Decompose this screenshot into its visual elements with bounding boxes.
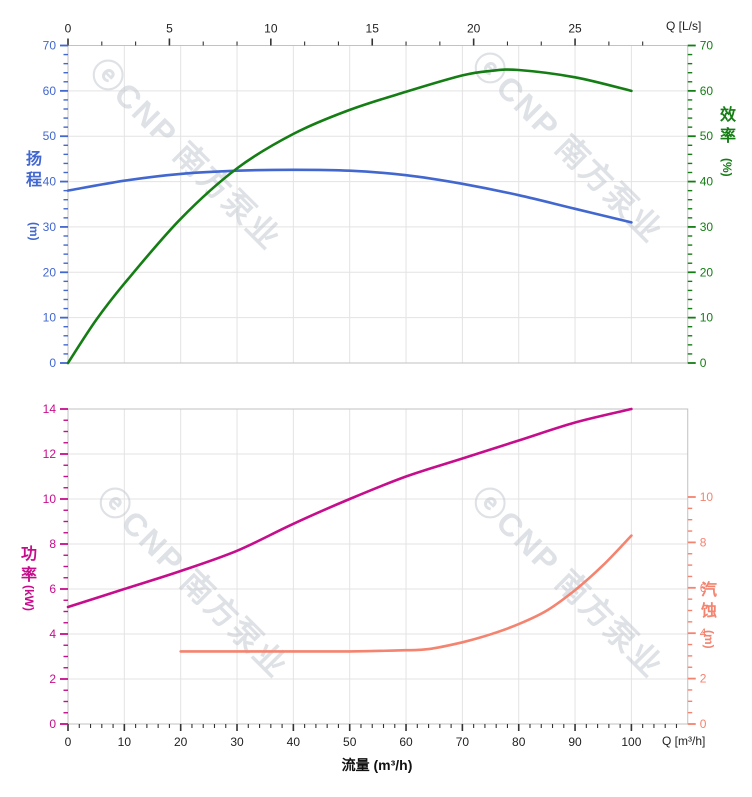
svg-text:0: 0 — [65, 735, 72, 749]
head-axis-title: 扬程 — [25, 151, 42, 189]
svg-text:20: 20 — [43, 265, 57, 279]
svg-text:14: 14 — [43, 402, 57, 416]
svg-text:10: 10 — [118, 735, 132, 749]
svg-text:6: 6 — [49, 582, 56, 596]
svg-text:70: 70 — [700, 39, 714, 53]
svg-text:20: 20 — [174, 735, 188, 749]
svg-text:70: 70 — [43, 39, 57, 53]
head-curve — [66, 168, 633, 224]
svg-text:4: 4 — [49, 627, 56, 641]
svg-text:80: 80 — [512, 735, 526, 749]
svg-text:30: 30 — [700, 220, 714, 234]
svg-text:8: 8 — [700, 535, 707, 549]
svg-text:20: 20 — [700, 265, 714, 279]
svg-text:10: 10 — [264, 22, 278, 36]
svg-text:90: 90 — [568, 735, 582, 749]
svg-text:0: 0 — [65, 22, 72, 36]
svg-text:10: 10 — [700, 490, 714, 504]
watermark: ⓔCNP 南方泵业 — [90, 480, 295, 685]
efficiency-axis-title: 效率 — [719, 107, 736, 145]
svg-text:15: 15 — [366, 22, 380, 36]
svg-text:0: 0 — [700, 717, 707, 731]
svg-text:6: 6 — [700, 581, 707, 595]
svg-text:8: 8 — [49, 537, 56, 551]
svg-text:2: 2 — [700, 672, 707, 686]
head-axis-unit: (m) — [27, 222, 41, 241]
svg-text:0: 0 — [49, 356, 56, 370]
flow-unit-label-top: Q [L/s] — [666, 19, 702, 33]
svg-text:30: 30 — [43, 220, 57, 234]
npsh-curve — [179, 534, 633, 653]
svg-text:40: 40 — [43, 175, 57, 189]
curves — [66, 68, 633, 653]
svg-text:60: 60 — [43, 84, 57, 98]
svg-text:30: 30 — [230, 735, 244, 749]
flow-axis-label: 流量 (m³/h) — [341, 757, 413, 773]
flow-unit-label-bottom: Q [m³/h] — [662, 734, 706, 748]
npsh-axis-unit: (m) — [702, 630, 716, 649]
npsh-axis-title: 汽蚀 — [700, 582, 717, 620]
svg-text:2: 2 — [49, 672, 56, 686]
svg-text:0: 0 — [700, 356, 707, 370]
efficiency-curve — [66, 68, 633, 365]
svg-text:0: 0 — [49, 717, 56, 731]
svg-text:4: 4 — [700, 626, 707, 640]
gridlines — [68, 45, 688, 724]
power-axis-unit: (kW) — [22, 585, 36, 611]
watermark: ⓔCNP 南方泵业 — [465, 480, 670, 685]
svg-text:10: 10 — [43, 311, 57, 325]
svg-text:50: 50 — [343, 735, 357, 749]
power-axis-title: 功率 — [20, 546, 37, 584]
svg-text:40: 40 — [700, 175, 714, 189]
svg-text:70: 70 — [456, 735, 470, 749]
power-curve — [66, 407, 633, 609]
svg-text:10: 10 — [700, 311, 714, 325]
efficiency-axis-unit: (%) — [720, 158, 734, 177]
svg-text:50: 50 — [700, 129, 714, 143]
svg-text:60: 60 — [700, 84, 714, 98]
svg-text:40: 40 — [287, 735, 301, 749]
svg-text:10: 10 — [43, 492, 57, 506]
svg-text:50: 50 — [43, 129, 57, 143]
svg-text:5: 5 — [166, 22, 173, 36]
svg-text:20: 20 — [467, 22, 481, 36]
svg-text:12: 12 — [43, 447, 57, 461]
svg-text:100: 100 — [621, 735, 641, 749]
svg-text:25: 25 — [568, 22, 582, 36]
svg-text:60: 60 — [399, 735, 413, 749]
axis-ticks — [60, 38, 696, 731]
